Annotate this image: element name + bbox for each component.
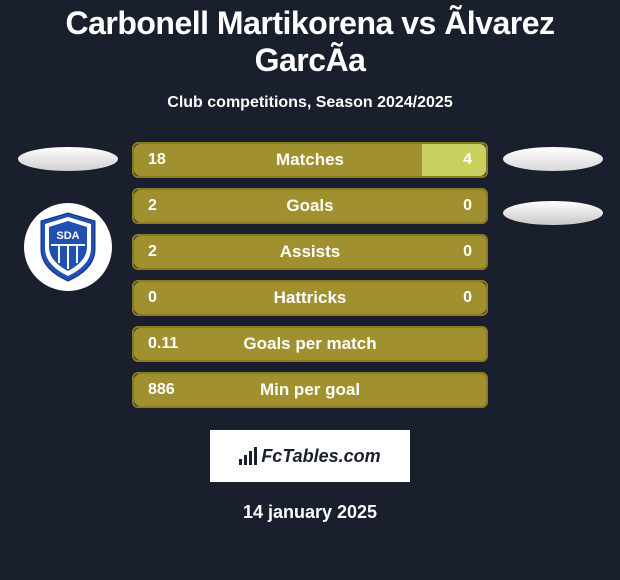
player-left-placeholder xyxy=(18,147,118,171)
footer-logo: FcTables.com xyxy=(210,430,410,482)
comparison-container: Carbonell Martikorena vs Ãlvarez GarcÃa … xyxy=(0,0,620,523)
stat-bar-left xyxy=(134,236,486,268)
stat-bar-right xyxy=(422,144,486,176)
stat-bar-left xyxy=(134,328,486,360)
footer-logo-text: FcTables.com xyxy=(239,446,380,467)
club-badge-left: SDA xyxy=(24,203,112,291)
stat-value-right: 0 xyxy=(463,243,472,261)
main-area: SDA Matches184Goals20Assists20Hattricks0… xyxy=(10,142,610,408)
stat-bar-left xyxy=(134,374,486,406)
stat-bar-left xyxy=(134,282,310,314)
stat-value-left: 0 xyxy=(148,289,157,307)
stat-value-right: 0 xyxy=(463,197,472,215)
date-text: 14 january 2025 xyxy=(10,502,610,523)
shield-icon: SDA xyxy=(37,211,99,283)
stat-value-left: 2 xyxy=(148,243,157,261)
player-right-placeholder-2 xyxy=(503,201,603,225)
stat-row: Assists20 xyxy=(132,234,488,270)
page-subtitle: Club competitions, Season 2024/2025 xyxy=(10,94,610,112)
left-player-col: SDA xyxy=(15,142,120,408)
player-right-placeholder-1 xyxy=(503,147,603,171)
svg-text:SDA: SDA xyxy=(56,230,79,242)
stat-row: Matches184 xyxy=(132,142,488,178)
stat-bar-left xyxy=(134,190,486,222)
right-player-col xyxy=(500,142,605,408)
stat-value-right: 0 xyxy=(463,289,472,307)
stat-value-left: 886 xyxy=(148,381,175,399)
logo-label: FcTables.com xyxy=(261,446,380,467)
stat-row: Min per goal886 xyxy=(132,372,488,408)
stat-row: Hattricks00 xyxy=(132,280,488,316)
stat-bar-right xyxy=(310,282,486,314)
chart-bars-icon xyxy=(239,447,257,465)
stat-value-left: 0.11 xyxy=(148,335,178,353)
stat-value-left: 2 xyxy=(148,197,157,215)
stat-row: Goals20 xyxy=(132,188,488,224)
stat-value-left: 18 xyxy=(148,151,166,169)
page-title: Carbonell Martikorena vs Ãlvarez GarcÃa xyxy=(10,0,610,79)
stat-bar-left xyxy=(134,144,422,176)
stat-row: Goals per match0.11 xyxy=(132,326,488,362)
stats-column: Matches184Goals20Assists20Hattricks00Goa… xyxy=(132,142,488,408)
stat-value-right: 4 xyxy=(463,151,472,169)
